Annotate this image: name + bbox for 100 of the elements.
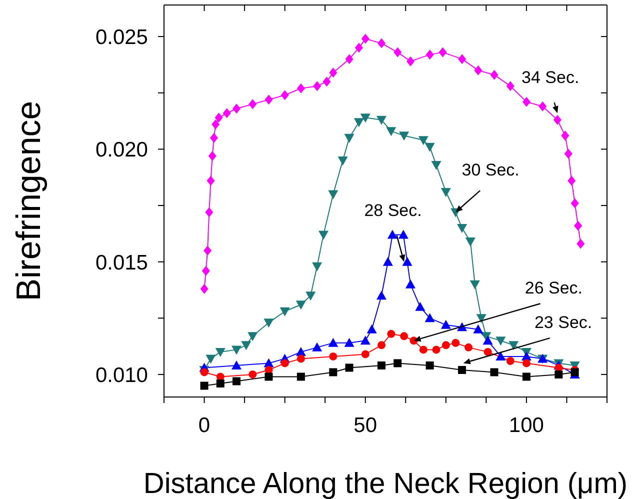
point [490, 70, 498, 80]
x-axis-title: Distance Along the Neck Region (μm) [143, 468, 628, 499]
point [203, 246, 212, 256]
point [296, 354, 305, 363]
point [344, 338, 354, 347]
point [210, 132, 218, 143]
y-tick-label: 0.025 [95, 26, 148, 49]
point [424, 142, 435, 152]
point [248, 332, 258, 342]
point [387, 330, 396, 338]
point [354, 42, 363, 53]
point [508, 341, 519, 350]
point [296, 372, 305, 381]
point [248, 99, 257, 110]
point [387, 230, 398, 239]
point [377, 341, 386, 350]
point [376, 290, 386, 300]
point [438, 47, 447, 58]
point [564, 148, 572, 159]
point [345, 364, 354, 372]
point [431, 160, 442, 170]
point [402, 256, 412, 266]
point [377, 361, 386, 370]
point [264, 94, 273, 105]
point [570, 198, 579, 208]
point [200, 368, 208, 376]
point [232, 104, 240, 114]
point [206, 354, 216, 364]
point [476, 314, 486, 324]
point [561, 130, 570, 141]
x-tick-label: 100 [508, 414, 544, 437]
point [344, 134, 354, 143]
point [474, 65, 482, 76]
y-tick-label: 0.015 [95, 251, 148, 274]
point [345, 54, 354, 64]
point [405, 279, 416, 288]
point [231, 360, 242, 370]
point [377, 38, 386, 48]
point [354, 118, 364, 128]
y-tick-label: 0.020 [95, 138, 148, 162]
point [360, 114, 370, 123]
point [360, 336, 370, 345]
point [386, 127, 396, 136]
point [338, 156, 348, 166]
point [574, 220, 582, 231]
point [458, 366, 466, 374]
y-tick-label: 0.010 [95, 364, 148, 387]
point [200, 284, 208, 294]
point [322, 76, 331, 87]
point [280, 307, 290, 316]
point [415, 302, 426, 311]
point [568, 176, 576, 186]
point [361, 34, 370, 44]
point [553, 114, 562, 125]
point [329, 368, 338, 376]
point [296, 83, 305, 94]
point [506, 81, 514, 92]
point [376, 116, 386, 125]
point [215, 348, 226, 357]
annotation: 26 Sec. [524, 278, 583, 298]
point [442, 341, 450, 350]
point [440, 188, 451, 197]
point [212, 119, 220, 130]
point [424, 313, 435, 322]
point [296, 300, 306, 310]
point [328, 190, 338, 200]
point [506, 356, 514, 365]
point [264, 318, 274, 328]
point [328, 338, 338, 347]
point [312, 262, 322, 272]
point [538, 101, 547, 112]
point [490, 368, 498, 376]
point [366, 324, 377, 334]
point [470, 280, 480, 290]
point [399, 132, 410, 141]
point [406, 56, 414, 66]
point [208, 150, 216, 161]
point [248, 370, 257, 378]
point [522, 96, 530, 107]
point [329, 68, 338, 78]
point [458, 54, 466, 64]
point [522, 372, 530, 381]
point [205, 207, 214, 218]
point [382, 256, 393, 266]
point [554, 370, 563, 378]
point [241, 341, 252, 350]
point [496, 336, 506, 346]
point [400, 332, 408, 340]
annotation: 30 Sec. [462, 160, 520, 180]
point [394, 47, 402, 58]
point [264, 372, 273, 381]
point [464, 343, 472, 352]
point [465, 238, 476, 247]
annotation: 34 Sec. [522, 68, 580, 88]
point [426, 361, 434, 370]
point [452, 338, 460, 347]
point [419, 346, 428, 354]
point [394, 359, 402, 368]
point [457, 224, 468, 234]
point [202, 266, 210, 276]
